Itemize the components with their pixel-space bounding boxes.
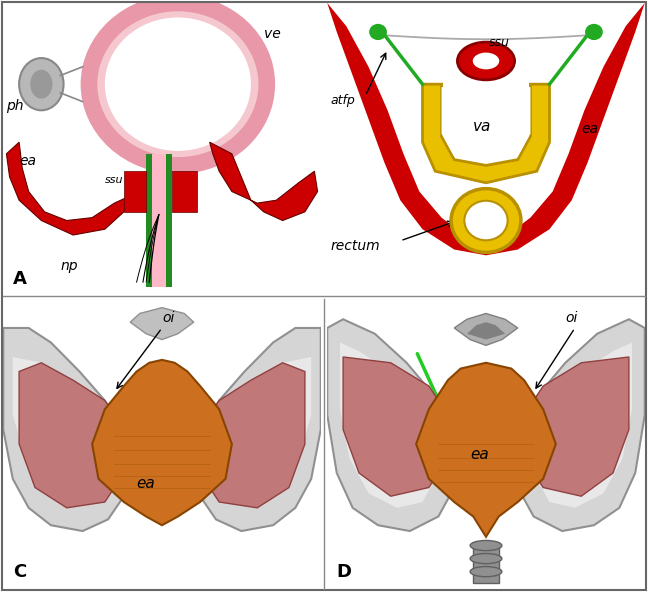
Ellipse shape [470,540,502,551]
Polygon shape [534,342,632,508]
Bar [124,171,146,212]
Polygon shape [467,322,505,340]
Ellipse shape [19,58,64,110]
Ellipse shape [457,42,515,80]
Circle shape [105,17,251,151]
Polygon shape [3,328,130,531]
Text: C: C [13,564,26,581]
Text: A: A [13,271,27,288]
Polygon shape [518,319,645,531]
Polygon shape [441,87,531,162]
Ellipse shape [472,52,500,70]
Polygon shape [422,84,550,183]
Text: ea: ea [470,446,489,462]
Polygon shape [130,308,194,340]
Circle shape [89,3,267,165]
Polygon shape [524,357,629,496]
Ellipse shape [470,554,502,564]
Polygon shape [327,3,486,255]
Bar [166,154,172,287]
Polygon shape [340,342,438,508]
Polygon shape [486,3,645,255]
Polygon shape [343,357,448,496]
Text: ea: ea [19,155,36,168]
Text: rectum: rectum [330,239,380,253]
Text: ph: ph [6,99,24,113]
Circle shape [451,189,521,252]
Text: ea: ea [137,475,156,491]
Text: ssu: ssu [105,175,123,185]
Circle shape [465,201,507,240]
Polygon shape [416,363,556,537]
Text: D: D [337,564,352,581]
Polygon shape [194,328,321,531]
Text: oi: oi [162,311,174,325]
Circle shape [369,24,387,40]
Bar [152,154,166,287]
Polygon shape [92,360,232,525]
Polygon shape [13,357,108,502]
Text: oi: oi [565,311,578,325]
Text: ve: ve [264,27,281,41]
Polygon shape [454,313,518,345]
Polygon shape [216,357,311,502]
Polygon shape [6,142,127,235]
Polygon shape [19,363,124,508]
Ellipse shape [30,70,52,99]
Text: atfp: atfp [330,95,355,108]
Polygon shape [200,363,305,508]
Text: ea: ea [581,123,598,137]
Bar [473,543,499,583]
Text: np: np [60,259,78,273]
Bar [146,154,152,287]
Bar [172,171,197,212]
Polygon shape [327,319,454,531]
Text: va: va [473,118,492,134]
Ellipse shape [470,567,502,577]
Polygon shape [210,142,318,221]
Circle shape [585,24,603,40]
Text: ssu: ssu [489,37,510,50]
